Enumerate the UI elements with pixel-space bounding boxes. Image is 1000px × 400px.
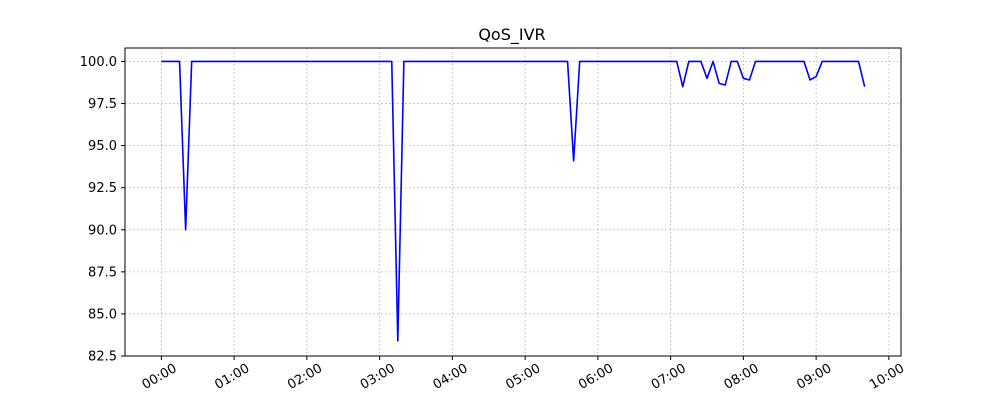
y-tick-label: 92.5 — [88, 181, 117, 196]
y-tick-label: 85.0 — [88, 307, 117, 322]
x-tick-label: 09:00 — [794, 361, 834, 393]
chart-title: QoS_IVR — [478, 25, 545, 45]
series-layer — [161, 60, 866, 342]
x-tick-label: 06:00 — [576, 361, 616, 393]
x-tick-label: 05:00 — [503, 361, 543, 393]
y-tick-label: 95.0 — [88, 139, 117, 154]
grid-lines — [125, 48, 901, 357]
y-tick-label: 100.0 — [80, 55, 117, 70]
x-tick-label: 02:00 — [285, 361, 325, 393]
x-tick-label: 10:00 — [867, 361, 907, 393]
x-tick-label: 03:00 — [358, 361, 398, 393]
y-tick-label: 90.0 — [88, 223, 117, 238]
x-axis: 00:00 01:00 02:00 03:00 04:00 05:00 06:00 07:00… — [140, 356, 907, 393]
x-tick-label: 08:00 — [722, 361, 762, 393]
x-tick-label: 04:00 — [431, 361, 471, 393]
series-line — [161, 60, 866, 342]
x-tick-label: 07:00 — [649, 361, 689, 393]
y-tick-label: 87.5 — [88, 265, 117, 280]
x-tick-label: 00:00 — [140, 361, 180, 393]
y-axis: 82.5 85.0 87.5 90.0 92.5 95.0 97.5 100.0 — [80, 55, 125, 365]
x-tick-label: 01:00 — [212, 361, 252, 393]
y-tick-label: 97.5 — [88, 97, 117, 112]
plot-area-frame — [124, 47, 902, 357]
y-tick-label: 82.5 — [88, 350, 117, 365]
